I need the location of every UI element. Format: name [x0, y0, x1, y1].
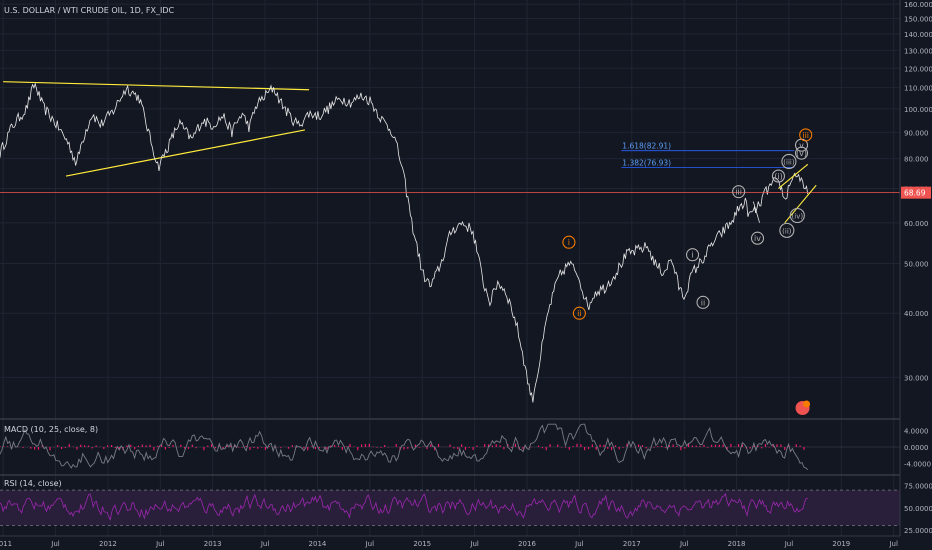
- time-tick-13: Jul: [679, 540, 689, 548]
- time-tick-9: Jul: [469, 540, 479, 548]
- wave-label-text-7: (ii): [782, 227, 792, 235]
- macd-line: [0, 423, 809, 471]
- wave-label-text-6: (i): [774, 172, 782, 181]
- wave-label-text-3: ii: [701, 298, 705, 307]
- price-axis[interactable]: 30.00040.00050.00060.00070.00080.00090.0…: [899, 0, 932, 550]
- price-axis-background: [900, 0, 932, 550]
- rsi-tick-1: 50.0000: [904, 505, 932, 513]
- time-axis-background: [0, 536, 932, 550]
- macd-tick-2: -4.0000: [904, 461, 931, 469]
- wave-label-text-11: v: [799, 141, 804, 150]
- current-price-label: 68.69: [904, 189, 926, 198]
- price-tick-2: 50.000: [904, 260, 929, 268]
- macd-title: MACD (10, 25, close, 8): [4, 425, 98, 434]
- price-tick-0: 30.000: [904, 374, 929, 382]
- wave-label-text-0: i: [568, 238, 570, 247]
- rsi-tick-0: 75.0000: [904, 483, 932, 491]
- wave-label-text-1: ii: [577, 309, 581, 318]
- price-tick-6: 90.000: [904, 129, 929, 137]
- time-axis[interactable]: 2011 Jul 2012 Jul 2013 Jul 2014 Jul 2015 Jul 2016 J…: [0, 535, 932, 550]
- time-tick-17: Jul: [888, 540, 898, 548]
- time-tick-6: 2014: [309, 540, 327, 548]
- price-tick-9: 120.000: [904, 65, 932, 73]
- pane-separators[interactable]: [0, 418, 932, 476]
- wave-label-2: i: [685, 248, 700, 262]
- fib-level-label-1: 1.382(76.93): [622, 158, 671, 167]
- time-tick-10: 2016: [518, 540, 536, 548]
- wave-label-12: iii: [799, 128, 813, 142]
- price-tick-1: 40.000: [904, 310, 929, 318]
- wave-label-text-5: iv: [754, 234, 761, 243]
- price-tick-7: 100.000: [904, 106, 932, 114]
- wave-label-3: ii: [696, 295, 710, 309]
- wave-label-5: iv: [750, 231, 765, 245]
- price-tick-11: 140.000: [904, 31, 932, 39]
- triangle-trendlines[interactable]: [3, 81, 310, 177]
- time-tick-2: 2012: [99, 540, 117, 548]
- wave-label-text-12: iii: [802, 131, 809, 140]
- wave-label-4: iii: [732, 185, 746, 199]
- time-tick-14: 2018: [728, 540, 746, 548]
- wave-label-text-9: (iv): [792, 213, 804, 221]
- time-tick-4: 2013: [204, 540, 222, 548]
- current-price-badge: 68.69: [901, 186, 931, 199]
- price-line: [0, 82, 809, 403]
- wave-label-text-8: (iii): [783, 158, 795, 166]
- rsi-pane: [0, 489, 900, 526]
- triangle-lower-trendline: [65, 129, 306, 177]
- wave-label-0: i: [562, 235, 576, 249]
- wave-label-10: (v): [794, 146, 809, 160]
- macd-pane: [0, 423, 900, 471]
- time-tick-0: 2011: [0, 540, 12, 548]
- wave-label-7: (ii): [779, 222, 795, 238]
- rsi-tick-2: 25.0000: [904, 527, 932, 535]
- wave-iv-connector: [752, 201, 760, 223]
- price-tick-8: 110.000: [904, 85, 932, 93]
- price-series: [0, 82, 809, 403]
- time-tick-16: 2019: [832, 540, 850, 548]
- rsi-line: [0, 492, 808, 521]
- wave-channel-upper: [778, 163, 809, 189]
- wave-label-text-2: i: [691, 251, 693, 260]
- wave-label-1: ii: [572, 306, 586, 320]
- fib-level-label-0: 1.618(82.91): [622, 142, 671, 151]
- price-tick-5: 80.000: [904, 156, 929, 164]
- time-tick-12: 2017: [623, 540, 641, 548]
- time-tick-15: Jul: [784, 540, 794, 548]
- wave-label-9: (iv): [789, 207, 805, 224]
- wave-label-text-10: (v): [796, 149, 807, 158]
- symbol-title: U.S. DOLLAR / WTI CRUDE OIL, 1D, FX_IDC: [4, 6, 175, 15]
- triangle-upper-trendline: [3, 81, 310, 91]
- rsi-title: RSI (14, close): [4, 479, 62, 488]
- price-tick-3: 60.000: [904, 220, 929, 228]
- price-tick-10: 130.000: [904, 47, 932, 55]
- time-tick-5: Jul: [260, 540, 270, 548]
- macd-tick-0: 4.0000: [904, 427, 929, 435]
- fib-extension-levels[interactable]: 1.618(82.91) 1.382(76.93): [621, 142, 795, 168]
- macd-tick-1: 0.0000: [904, 444, 929, 452]
- wave-label-text-4: iii: [735, 188, 742, 197]
- price-tick-13: 160.000: [904, 1, 932, 9]
- wave-label-6: (i): [771, 169, 786, 183]
- wave-label-8: (iii): [781, 153, 797, 170]
- alert-icon[interactable]: [795, 400, 811, 416]
- time-tick-11: Jul: [574, 540, 584, 548]
- time-tick-7: Jul: [365, 540, 375, 548]
- time-tick-3: Jul: [155, 540, 165, 548]
- time-tick-8: 2015: [413, 540, 431, 548]
- price-tick-12: 150.000: [904, 16, 932, 24]
- time-tick-1: Jul: [50, 540, 60, 548]
- alert-icon-dot: [803, 400, 811, 408]
